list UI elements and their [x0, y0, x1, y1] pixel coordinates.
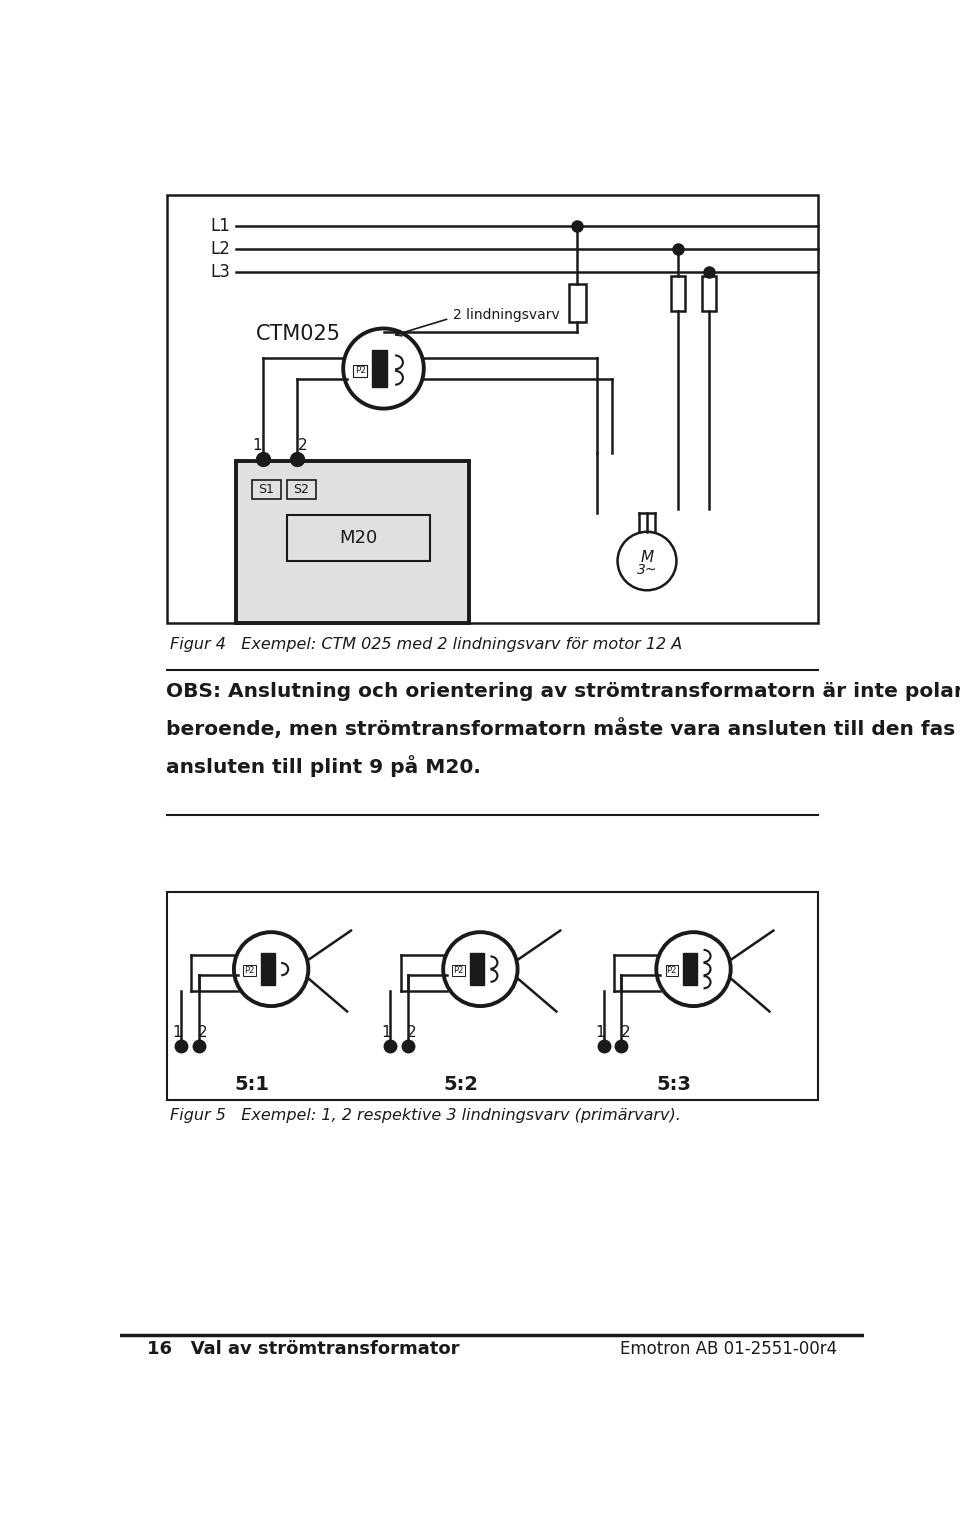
Text: 1: 1 — [595, 1024, 605, 1040]
Bar — [684, 952, 697, 986]
Text: Figur 4   Exempel: CTM 025 med 2 lindningsvarv för motor 12 A: Figur 4 Exempel: CTM 025 med 2 lindnings… — [170, 637, 683, 652]
Text: 2: 2 — [407, 1024, 417, 1040]
Bar — [287, 481, 316, 499]
Bar — [287, 514, 430, 560]
Text: Emotron AB 01-2551-00r4: Emotron AB 01-2551-00r4 — [620, 1340, 837, 1358]
Text: L1: L1 — [210, 217, 230, 236]
Bar — [372, 351, 388, 387]
Text: beroende, men strömtransformatorn måste vara ansluten till den fas som är: beroende, men strömtransformatorn måste … — [166, 718, 960, 739]
Text: CTM025: CTM025 — [255, 325, 341, 344]
Text: P2: P2 — [355, 366, 366, 375]
Text: 1: 1 — [173, 1024, 182, 1040]
Text: 1: 1 — [252, 438, 262, 453]
Text: OBS: Anslutning och orientering av strömtransformatorn är inte polaritets-: OBS: Anslutning och orientering av ström… — [166, 683, 960, 701]
Bar — [702, 276, 716, 311]
Text: P2: P2 — [453, 966, 464, 975]
Text: 5:1: 5:1 — [234, 1075, 269, 1095]
Bar — [568, 283, 586, 323]
Text: M20: M20 — [339, 528, 377, 547]
Text: Figur 5   Exempel: 1, 2 respektive 3 lindningsvarv (primärvarv).: Figur 5 Exempel: 1, 2 respektive 3 lindn… — [170, 1108, 682, 1122]
Bar — [470, 952, 484, 986]
Bar — [166, 893, 818, 1099]
Text: 5:3: 5:3 — [657, 1075, 691, 1095]
Text: S1: S1 — [258, 484, 275, 496]
Bar — [671, 276, 685, 311]
Bar — [261, 952, 275, 986]
Text: S2: S2 — [294, 484, 309, 496]
Bar — [252, 481, 281, 499]
Bar — [236, 461, 468, 623]
Text: ansluten till plint 9 på M20.: ansluten till plint 9 på M20. — [166, 755, 481, 776]
Text: P2: P2 — [244, 966, 254, 975]
Text: M: M — [640, 551, 654, 565]
Text: 2: 2 — [299, 438, 308, 453]
Text: 2 lindningsvarv: 2 lindningsvarv — [453, 308, 560, 322]
Text: 5:2: 5:2 — [444, 1075, 478, 1095]
Text: L2: L2 — [210, 240, 230, 259]
Text: 1: 1 — [382, 1024, 392, 1040]
Text: 2: 2 — [620, 1024, 630, 1040]
Text: P2: P2 — [666, 966, 677, 975]
Text: 16   Val av strömtransformator: 16 Val av strömtransformator — [147, 1340, 460, 1358]
Text: 3~: 3~ — [636, 563, 658, 577]
Bar — [166, 196, 818, 623]
Text: 2: 2 — [198, 1024, 207, 1040]
Text: L3: L3 — [210, 263, 230, 282]
